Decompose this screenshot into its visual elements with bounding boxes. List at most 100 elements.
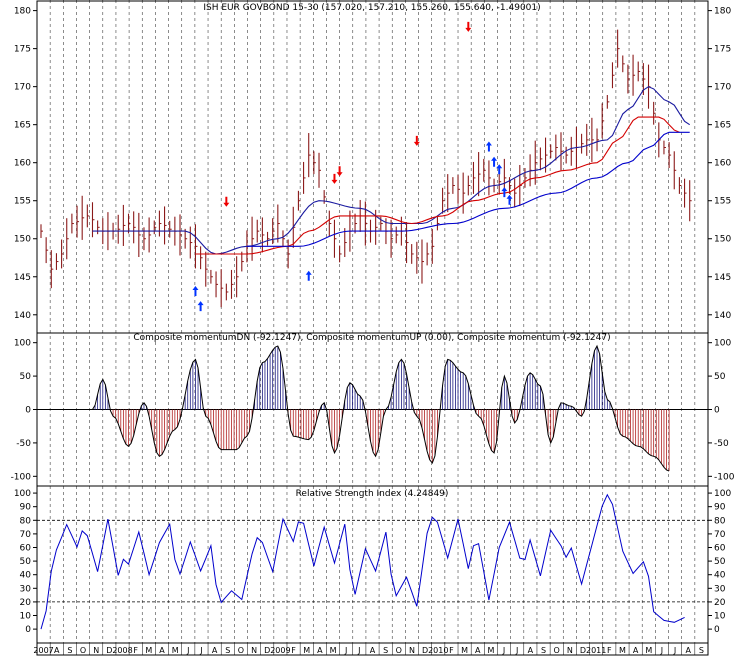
x-axis-label: J (502, 646, 505, 655)
price-tick-label: 180 (714, 7, 731, 17)
momentum-tick-label: 50 (20, 372, 32, 382)
price-tick-label: 140 (14, 311, 31, 321)
price-tick-label: 160 (714, 159, 731, 169)
rsi-tick-label: 70 (20, 530, 32, 540)
x-axis-label: A (528, 646, 534, 655)
ma-lower-line (246, 131, 690, 247)
price-panel-title: ISH EUR GOVBOND 15-30 (157.020, 157.210,… (203, 3, 540, 13)
buy-signal-arrow (491, 156, 498, 167)
price-tick-label: 180 (14, 7, 31, 17)
x-axis-label: N (409, 646, 415, 655)
x-axis-label: J (673, 646, 676, 655)
x-axis-label: M (461, 646, 468, 655)
x-axis-label: F (133, 646, 138, 655)
momentum-tick-label: 100 (14, 339, 31, 349)
ma-slow-line (92, 86, 691, 255)
x-axis-label: D (264, 646, 270, 655)
rsi-tick-label: 20 (714, 598, 726, 608)
x-axis-label: A (686, 646, 692, 655)
momentum-tick-label: -50 (16, 439, 31, 449)
rsi-tick-label: 80 (714, 516, 726, 526)
rsi-tick-label: 30 (714, 584, 726, 594)
rsi-tick-label: 10 (20, 612, 32, 622)
x-axis-label: O (396, 646, 402, 655)
x-axis-label: 2011 (586, 646, 606, 655)
price-tick-label: 155 (714, 197, 731, 207)
price-tick-label: 145 (714, 273, 731, 283)
x-axis-label: O (554, 646, 560, 655)
rsi-tick-label: 100 (14, 489, 31, 499)
x-axis-label: A (370, 646, 376, 655)
price-tick-label: 150 (714, 235, 731, 245)
x-axis-label: S (541, 646, 546, 655)
rsi-tick-label: 40 (20, 571, 32, 581)
price-tick-label: 150 (14, 235, 31, 245)
rsi-tick-label: 0 (714, 625, 720, 635)
rsi-tick-label: 0 (25, 625, 31, 635)
x-axis-label: J (357, 646, 360, 655)
x-axis-label: O (80, 646, 86, 655)
momentum-panel: -100 -100 -50 -50 0 0 50 50 100 100 (11, 339, 735, 483)
buy-signal-arrow (496, 164, 503, 175)
price-tick-label: 170 (14, 83, 31, 93)
x-axis-label: 2010 (428, 646, 448, 655)
x-axis-label: M (303, 646, 310, 655)
x-axis-label: D (106, 646, 112, 655)
x-axis-label: S (67, 646, 72, 655)
price-tick-label: 155 (14, 197, 31, 207)
x-axis-label: 2007 (33, 646, 53, 655)
price-tick-label: 145 (14, 273, 31, 283)
x-axis-label: A (475, 646, 481, 655)
rsi-tick-label: 80 (20, 516, 32, 526)
rsi-tick-label: 60 (20, 543, 32, 553)
rsi-tick-label: 50 (20, 557, 32, 567)
rsi-tick-label: 20 (20, 598, 32, 608)
price-tick-label: 175 (14, 45, 31, 55)
rsi-tick-label: 90 (714, 503, 726, 513)
x-axis-label: 2008 (112, 646, 132, 655)
x-axis-label: F (607, 646, 612, 655)
rsi-panel-title: Relative Strength Index (4.24849) (296, 489, 449, 499)
price-tick-label: 170 (714, 83, 731, 93)
momentum-tick-label: -100 (11, 472, 32, 482)
x-axis-label: J (186, 646, 189, 655)
x-axis-label: O (238, 646, 244, 655)
buy-signal-arrow (501, 187, 508, 198)
price-panel: 140 140 145 145 150 150 155 155 160 160 165 165 170 1… (14, 7, 732, 321)
x-axis-label: J (344, 646, 347, 655)
x-axis-label: J (199, 646, 202, 655)
momentum-tick-label: 50 (714, 372, 726, 382)
momentum-tick-label: -50 (714, 439, 729, 449)
x-axis-label: M (145, 646, 152, 655)
rsi-panel: 0 0 10 10 20 20 30 30 40 40 50 50 60 60 70 70 80 80 90 90 10… (14, 489, 732, 635)
rsi-tick-label: 30 (20, 584, 32, 594)
buy-signal-arrow (197, 301, 204, 312)
momentum-tick-label: 0 (25, 406, 31, 416)
ma-fast-line (195, 116, 680, 255)
price-tick-label: 165 (714, 121, 731, 131)
rsi-tick-label: 70 (714, 530, 726, 540)
x-axis-label: J (515, 646, 518, 655)
x-axis-label: S (225, 646, 230, 655)
x-axis-label: M (645, 646, 652, 655)
price-tick-label: 165 (14, 121, 31, 131)
momentum-line (41, 344, 670, 472)
x-axis-label: A (212, 646, 218, 655)
rsi-line (40, 493, 685, 630)
price-tick-label: 175 (714, 45, 731, 55)
x-axis-label: N (93, 646, 99, 655)
buy-signal-arrow (485, 141, 492, 152)
x-axis-label: S (383, 646, 388, 655)
sell-signal-arrow (223, 196, 230, 207)
rsi-tick-label: 50 (714, 557, 726, 567)
x-axis-label: M (330, 646, 337, 655)
momentum-tick-label: 100 (714, 339, 731, 349)
x-axis-label: M (487, 646, 494, 655)
x-axis-label: M (172, 646, 179, 655)
x-axis-label: F (291, 646, 296, 655)
buy-signal-arrow (506, 194, 513, 205)
x-axis-label: A (633, 646, 639, 655)
x-axis-label: D (422, 646, 428, 655)
rsi-tick-label: 100 (714, 489, 731, 499)
